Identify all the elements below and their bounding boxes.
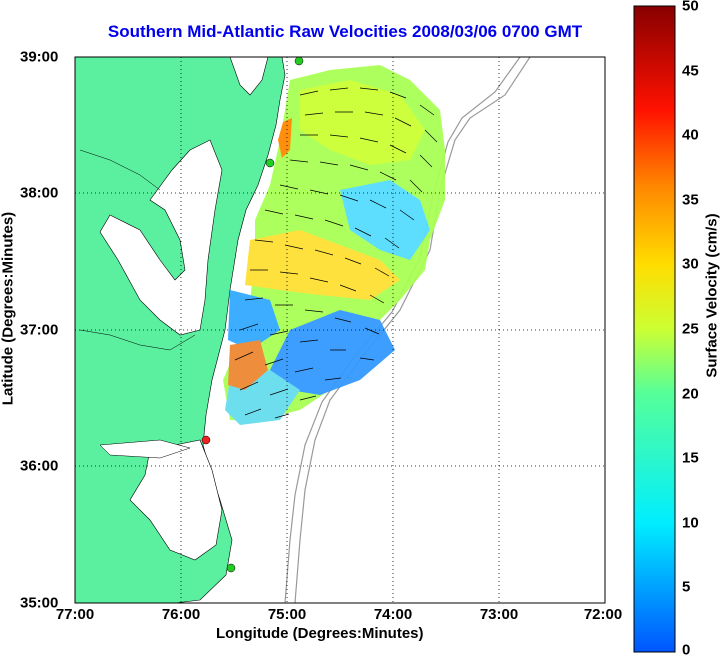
delaware-bay xyxy=(229,57,269,96)
colorbar-tick-label: 35 xyxy=(682,191,699,209)
bathymetry-contours xyxy=(284,57,531,603)
y-axis-label: Latitude (Degrees:Minutes) xyxy=(0,211,17,406)
x-tick-label: 72:00 xyxy=(583,606,623,623)
y-tick-label: 36:00 xyxy=(20,457,59,475)
chart-title: Southern Mid-Atlantic Raw Velocities 200… xyxy=(107,22,583,41)
station-marker xyxy=(226,563,236,573)
station-marker xyxy=(294,57,304,66)
colorbar-tick-label: 45 xyxy=(682,62,699,80)
y-tick-label: 39:00 xyxy=(20,48,59,66)
pamlico-sound xyxy=(129,439,223,561)
colorbar-tick-label: 15 xyxy=(682,449,699,467)
colorbar-tick-label: 0 xyxy=(682,641,691,659)
chesapeake-bay xyxy=(99,139,223,336)
colorbar-label: Surface Velocity (cm/s) xyxy=(703,213,721,378)
colorbar-tick-label: 20 xyxy=(682,385,699,403)
albemarle-sound xyxy=(99,439,191,459)
river-james xyxy=(79,329,196,351)
colorbar-tick-label: 40 xyxy=(682,126,699,144)
colorbar-tick-label: 10 xyxy=(682,514,699,532)
x-tick-label: 76:00 xyxy=(161,606,201,623)
velocity-arrows xyxy=(234,87,438,419)
x-axis-label: Longitude (Degrees:Minutes) xyxy=(216,625,424,642)
colorbar-tick-label: 50 xyxy=(682,0,699,15)
y-tick-label: 35:00 xyxy=(20,594,59,612)
colorbar xyxy=(633,5,676,653)
river-potomac xyxy=(79,149,161,191)
x-tick-label: 75:00 xyxy=(267,606,307,623)
y-tick-label: 38:00 xyxy=(20,184,59,202)
colorbar-tick-label: 5 xyxy=(682,578,691,596)
colorbar-tick-label: 30 xyxy=(682,255,699,273)
x-tick-label: 74:00 xyxy=(373,606,413,623)
grid xyxy=(75,57,605,603)
x-tick-label: 73:00 xyxy=(479,606,519,623)
plot-frame xyxy=(74,56,606,604)
y-tick-label: 37:00 xyxy=(20,321,59,339)
colorbar-tick-label: 25 xyxy=(682,320,699,338)
station-marker xyxy=(265,158,275,168)
x-tick-label: 77:00 xyxy=(55,606,95,623)
velocity-field xyxy=(223,65,445,425)
station-marker xyxy=(201,435,211,445)
